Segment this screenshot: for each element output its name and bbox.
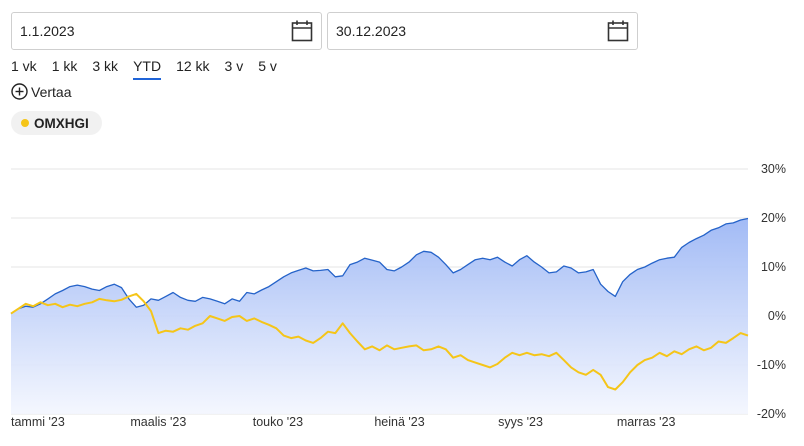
- end-date-value: 30.12.2023: [336, 23, 407, 39]
- x-tick-label: heinä '23: [374, 415, 424, 429]
- x-tick-label: tammi '23: [11, 415, 65, 429]
- y-tick-label: -10%: [757, 358, 786, 372]
- calendar-icon[interactable]: [291, 20, 313, 42]
- time-range-selector: 1 vk 1 kk 3 kk YTD 12 kk 3 v 5 v: [11, 58, 292, 80]
- calendar-icon[interactable]: [607, 20, 629, 42]
- range-ytd[interactable]: YTD: [133, 58, 162, 80]
- start-date-value: 1.1.2023: [20, 23, 75, 39]
- main-series-area: [11, 218, 748, 414]
- comparison-chip[interactable]: OMXHGI: [11, 111, 102, 135]
- range-12-months[interactable]: 12 kk: [176, 58, 210, 74]
- end-date-field[interactable]: 30.12.2023: [327, 12, 638, 50]
- range-3-months[interactable]: 3 kk: [92, 58, 119, 74]
- range-5-years[interactable]: 5 v: [258, 58, 277, 74]
- omxhgi-series-line: [10, 292, 749, 391]
- range-1-week[interactable]: 1 vk: [11, 58, 37, 74]
- x-tick-label: touko '23: [253, 415, 303, 429]
- x-tick-label: syys '23: [498, 415, 543, 429]
- y-tick-label: 10%: [761, 260, 786, 274]
- main-series-line: [10, 217, 749, 315]
- start-date-field[interactable]: 1.1.2023: [11, 12, 322, 50]
- add-circle-icon: [11, 83, 28, 100]
- y-tick-label: 20%: [761, 211, 786, 225]
- y-tick-label: -20%: [757, 407, 786, 421]
- range-3-years[interactable]: 3 v: [224, 58, 244, 74]
- series-color-dot: [21, 119, 29, 127]
- range-1-month[interactable]: 1 kk: [51, 58, 78, 74]
- x-tick-label: maalis '23: [130, 415, 186, 429]
- chip-label: OMXHGI: [34, 115, 89, 131]
- performance-chart: 30% 20% 10% 0% -10% -20% tammi '23 maalis '23 t…: [10, 162, 786, 429]
- y-tick-label: 30%: [761, 162, 786, 176]
- y-tick-label: 0%: [768, 309, 786, 323]
- compare-label: Vertaa: [31, 83, 72, 100]
- x-tick-label: marras '23: [617, 415, 676, 429]
- compare-button[interactable]: Vertaa: [11, 83, 71, 100]
